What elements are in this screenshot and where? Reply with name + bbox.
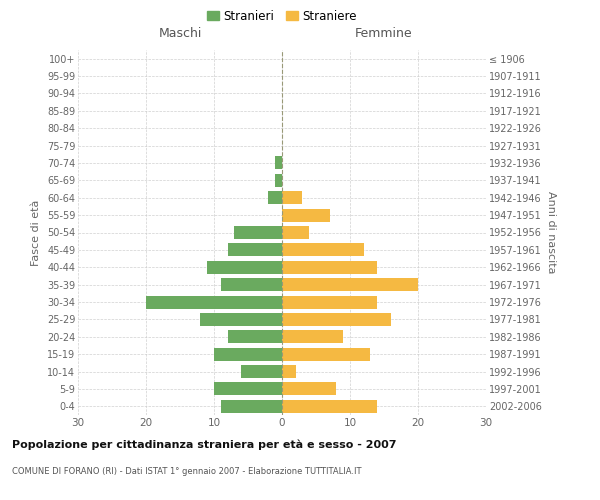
Bar bbox=[282, 296, 377, 308]
Bar bbox=[214, 348, 282, 360]
Bar bbox=[282, 313, 391, 326]
Bar bbox=[241, 365, 282, 378]
Bar bbox=[146, 296, 282, 308]
Bar bbox=[200, 313, 282, 326]
Bar bbox=[268, 191, 282, 204]
Y-axis label: Fasce di età: Fasce di età bbox=[31, 200, 41, 266]
Bar bbox=[227, 330, 282, 344]
Bar bbox=[282, 400, 377, 413]
Bar bbox=[282, 208, 329, 222]
Bar bbox=[282, 260, 377, 274]
Bar bbox=[214, 382, 282, 396]
Bar bbox=[282, 348, 370, 360]
Bar bbox=[235, 226, 282, 239]
Bar bbox=[221, 278, 282, 291]
Bar bbox=[221, 400, 282, 413]
Text: COMUNE DI FORANO (RI) - Dati ISTAT 1° gennaio 2007 - Elaborazione TUTTITALIA.IT: COMUNE DI FORANO (RI) - Dati ISTAT 1° ge… bbox=[12, 468, 361, 476]
Bar bbox=[282, 330, 343, 344]
Bar bbox=[227, 244, 282, 256]
Bar bbox=[282, 191, 302, 204]
Bar bbox=[282, 244, 364, 256]
Bar bbox=[282, 365, 296, 378]
Bar bbox=[275, 174, 282, 187]
Bar bbox=[207, 260, 282, 274]
Y-axis label: Anni di nascita: Anni di nascita bbox=[545, 191, 556, 274]
Bar bbox=[282, 382, 337, 396]
Bar bbox=[282, 226, 309, 239]
Bar bbox=[275, 156, 282, 170]
Bar bbox=[282, 278, 418, 291]
Text: Maschi: Maschi bbox=[158, 26, 202, 40]
Legend: Stranieri, Straniere: Stranieri, Straniere bbox=[202, 5, 362, 27]
Text: Popolazione per cittadinanza straniera per età e sesso - 2007: Popolazione per cittadinanza straniera p… bbox=[12, 440, 397, 450]
Text: Femmine: Femmine bbox=[355, 26, 413, 40]
